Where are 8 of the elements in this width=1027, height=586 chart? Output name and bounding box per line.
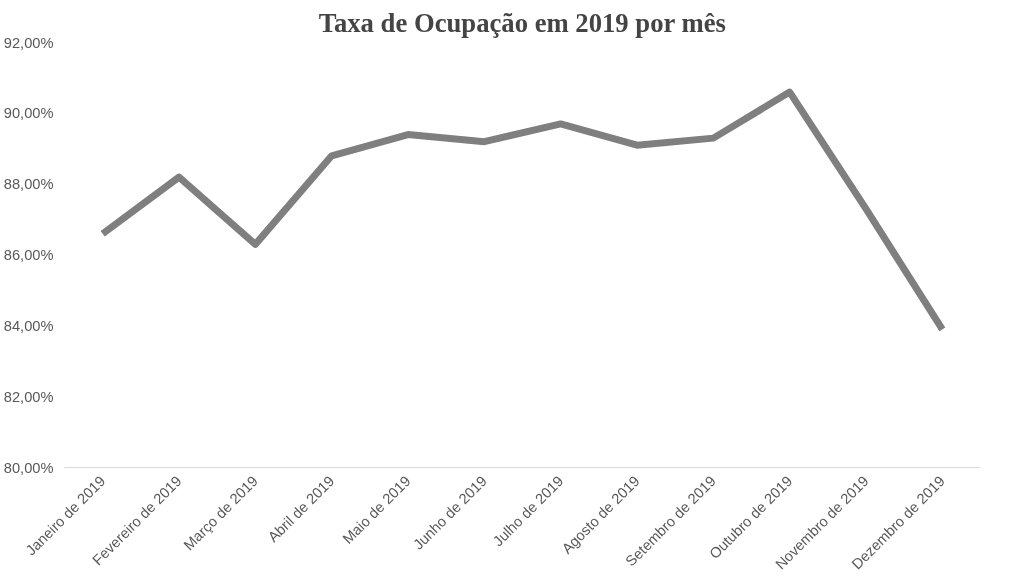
- y-tick-label: 86,00%: [3, 247, 54, 263]
- y-tick-label: 92,00%: [3, 34, 54, 51]
- y-tick-label: 88,00%: [3, 176, 54, 193]
- chart-title: Taxa de Ocupação em 2019 por mês: [318, 7, 726, 38]
- y-tick-label: 90,00%: [3, 105, 54, 122]
- y-tick-label: 80,00%: [3, 459, 54, 476]
- y-tick-label: 84,00%: [3, 317, 54, 334]
- y-tick-label: 82,00%: [3, 388, 54, 405]
